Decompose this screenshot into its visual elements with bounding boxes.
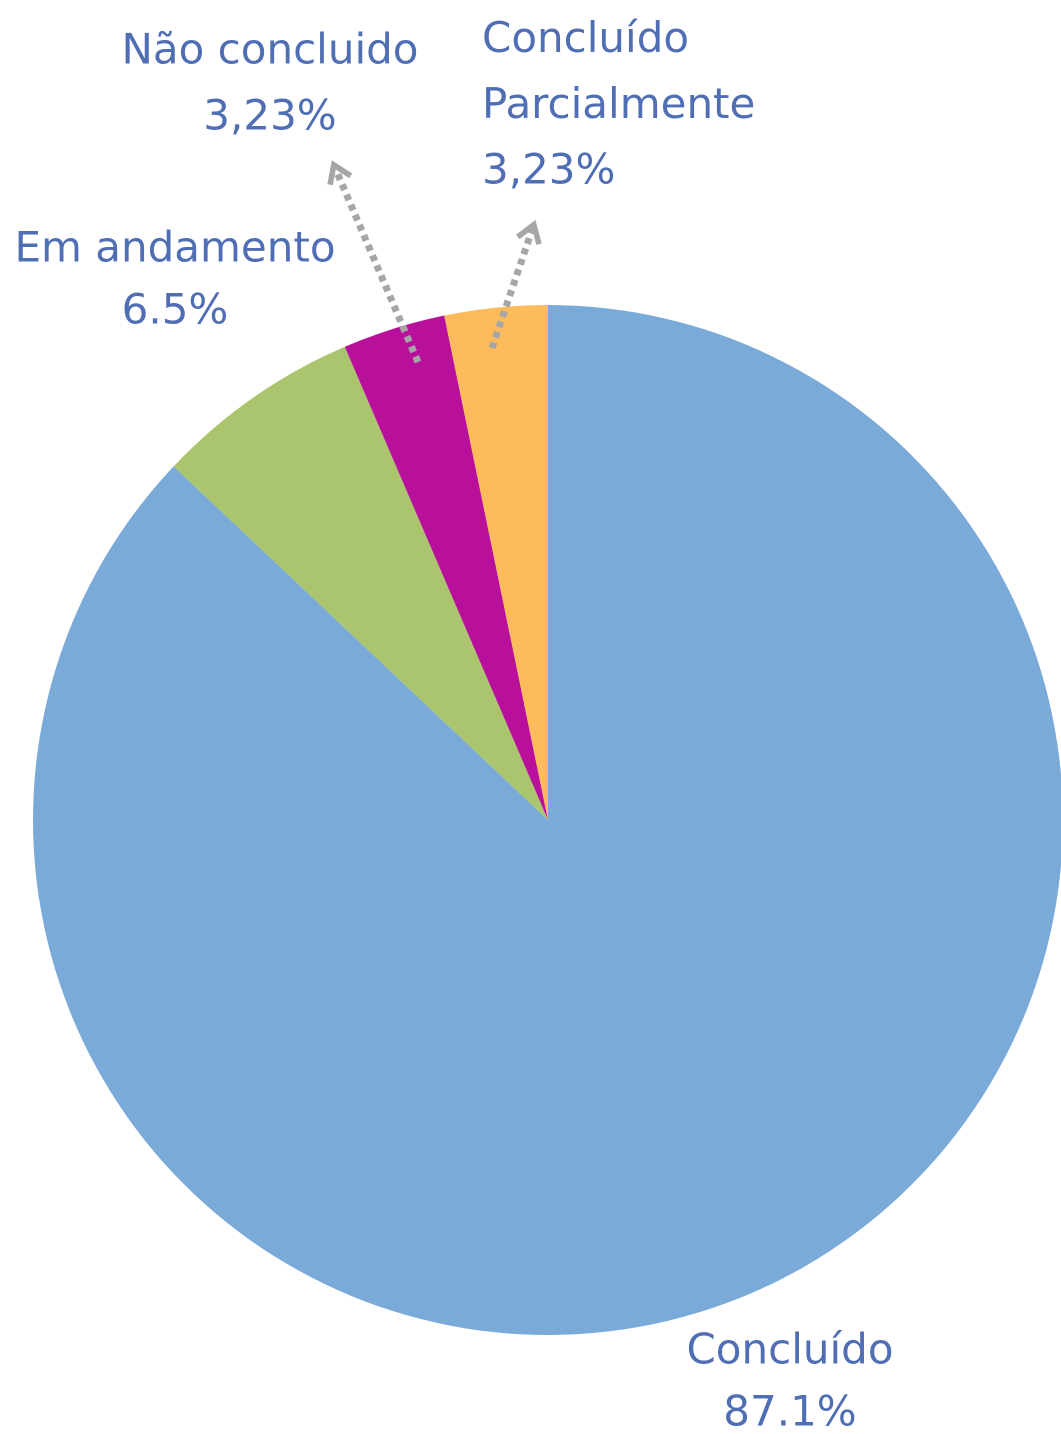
slice-label: Não concluido: [121, 25, 418, 74]
value-label: 3,23%: [203, 91, 336, 140]
pie-slice: [344, 315, 548, 820]
pie-slice: [444, 305, 548, 820]
leader-arrow: [327, 160, 422, 364]
leader-arrow: [488, 219, 542, 350]
slice-label: Concluído: [686, 1325, 893, 1374]
pie: [33, 305, 1061, 1335]
pie-slice: [33, 305, 1061, 1335]
pie-slice: [173, 346, 548, 820]
value-label: 6.5%: [122, 285, 229, 334]
value-label: 3,23%: [482, 145, 615, 194]
value-label: 87.1%: [723, 1387, 856, 1434]
slice-label: Em andamento: [14, 223, 335, 272]
slice-label: Concluído Parcialmente: [482, 13, 755, 128]
